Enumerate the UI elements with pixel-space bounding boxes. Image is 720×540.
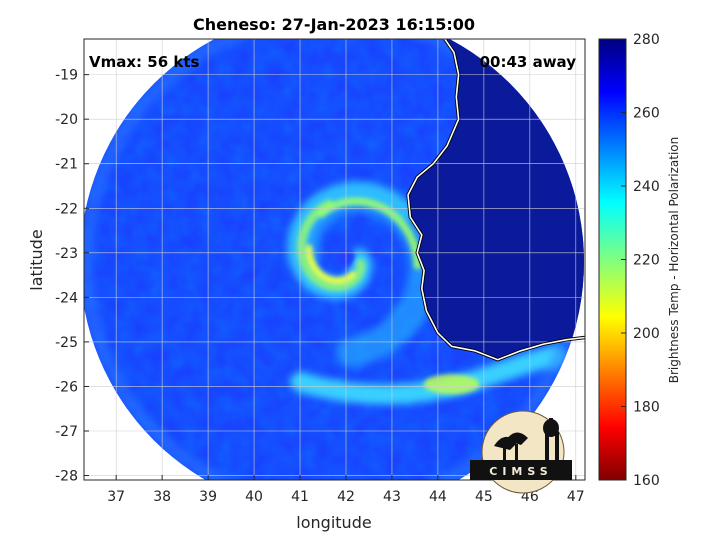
southern-band-core: [423, 374, 480, 395]
y-tick-label: -21: [55, 157, 78, 173]
y-axis-label: latitude: [27, 229, 46, 290]
colorbar-tick-label: 260: [633, 106, 660, 122]
microwave-image: [84, 39, 584, 480]
chart-title: Cheneso: 27-Jan-2023 16:15:00: [193, 15, 475, 34]
colorbar-tick-label: 240: [633, 179, 660, 195]
colorbar-label: Brightness Temp - Horizontal Polarizatio…: [667, 137, 681, 384]
colorbar: 280 260 240 220 200 180 160 Brightness Temp - …: [598, 32, 681, 489]
colorbar-tick-label: 280: [633, 32, 660, 48]
x-tick-label: 41: [291, 489, 309, 505]
plot-area: 37 38 39 40 41 42 43 44 45 46 47 -19-20-21-22-23-2…: [55, 38, 586, 505]
y-tick-label: -26: [55, 379, 78, 395]
y-tick-label: -19: [55, 68, 78, 84]
colorbar-tick-label: 220: [633, 253, 660, 269]
colorbar-tick-label: 160: [633, 473, 660, 489]
y-tick-label: -27: [55, 424, 78, 440]
x-tick-label: 45: [475, 489, 493, 505]
vmax-annotation: Vmax: 56 kts: [89, 53, 199, 71]
x-tick-label: 43: [383, 489, 401, 505]
logo-text: CIMSS: [489, 465, 552, 478]
y-tick-label: -28: [55, 469, 78, 485]
y-tick-label: -20: [55, 112, 78, 128]
grid-lines: [84, 39, 585, 480]
y-tick-label: -22: [55, 201, 78, 217]
y-tick-label: -23: [55, 246, 78, 262]
x-tick-label: 38: [153, 489, 171, 505]
x-tick-label: 47: [567, 489, 585, 505]
x-tick-label: 39: [199, 489, 217, 505]
y-axis-ticks: -19 -20 -21 -22 -23 -24 -25 -26 -27 -28: [55, 68, 89, 485]
cimss-logo: CIMSS: [470, 410, 572, 494]
x-axis-label: longitude: [296, 513, 371, 532]
x-tick-label: 37: [107, 489, 125, 505]
y-tick-label: -24: [55, 290, 78, 306]
colorbar-tick-label: 200: [633, 326, 660, 342]
time-away-annotation: 00:43 away: [480, 53, 577, 71]
rainband: [317, 197, 422, 270]
colorbar-ticks: 280 260 240 220 200 180 160: [621, 32, 660, 489]
coastline: [407, 39, 585, 361]
x-tick-label: 42: [337, 489, 355, 505]
colorbar-tick-label: 180: [633, 400, 660, 416]
x-tick-label: 44: [429, 489, 447, 505]
y-tick-label: -25: [55, 335, 78, 351]
rainband: [297, 199, 366, 292]
x-tick-label: 40: [245, 489, 263, 505]
